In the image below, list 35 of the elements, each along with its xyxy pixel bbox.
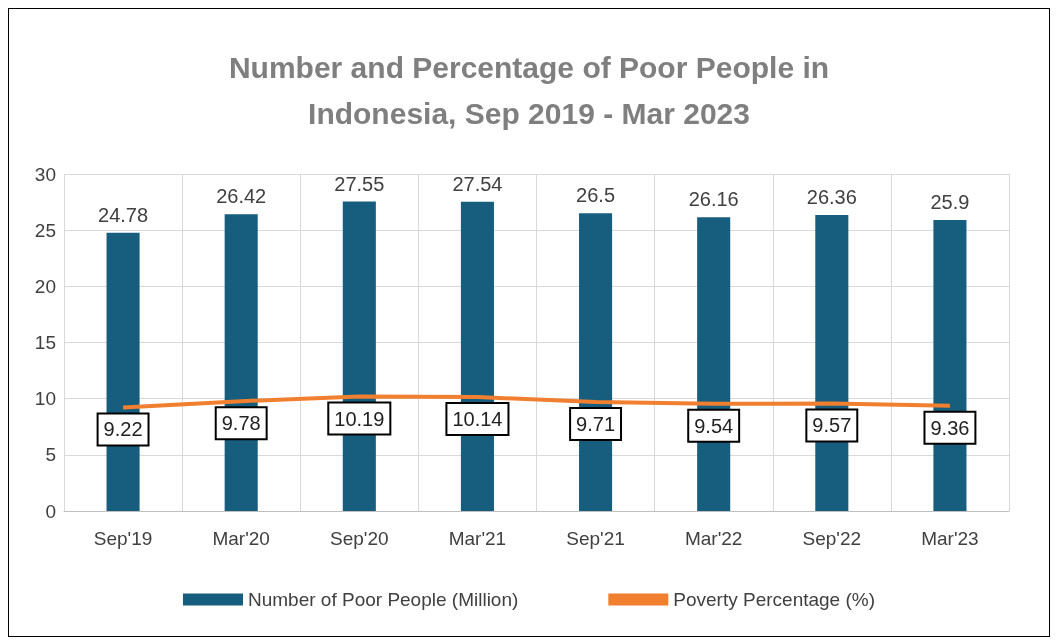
data-label: 27.54 <box>452 172 503 195</box>
x-tick-label: Sep'20 <box>330 528 389 549</box>
x-tick-label: Sep'19 <box>93 528 153 549</box>
data-label: 9.71 <box>576 412 616 435</box>
x-tick-label: Sep'21 <box>566 528 625 549</box>
data-label: 9.22 <box>103 418 143 441</box>
x-tick-label: Sep'22 <box>802 528 862 549</box>
data-label: 9.78 <box>221 412 261 435</box>
y-tick-label: 0 <box>45 500 56 522</box>
data-label: 26.36 <box>806 185 857 208</box>
data-label: 10.19 <box>334 407 385 430</box>
y-tick-label: 20 <box>34 275 56 297</box>
data-label: 10.14 <box>452 408 503 431</box>
data-label: 25.9 <box>930 191 970 214</box>
y-tick-label: 25 <box>34 219 56 241</box>
data-label: 9.36 <box>930 416 970 439</box>
chart-title: Number and Percentage of Poor People in Indonesia, Sep 2019 - Mar 2023 <box>228 50 830 130</box>
y-tick-label: 10 <box>34 388 56 410</box>
data-label: 26.42 <box>216 185 267 208</box>
data-label: 27.55 <box>334 172 385 195</box>
data-label: 26.5 <box>576 184 616 207</box>
y-tick-label: 5 <box>45 444 56 466</box>
x-tick-label: Mar'22 <box>684 528 743 549</box>
data-label: 24.78 <box>98 203 149 226</box>
data-label: 26.16 <box>688 188 739 211</box>
legend-label: Number of Poor People (Million) <box>247 589 519 610</box>
y-tick-label: 15 <box>34 332 56 353</box>
x-tick-label: Mar'21 <box>448 528 507 549</box>
x-tick-label: Mar'23 <box>921 528 979 549</box>
data-label: 9.54 <box>694 414 734 437</box>
y-tick-label: 30 <box>34 163 56 185</box>
x-tick-label: Mar'20 <box>212 528 270 549</box>
data-label: 9.57 <box>812 414 852 437</box>
legend-label: Poverty Percentage (%) <box>673 589 876 610</box>
line-series <box>121 394 952 410</box>
